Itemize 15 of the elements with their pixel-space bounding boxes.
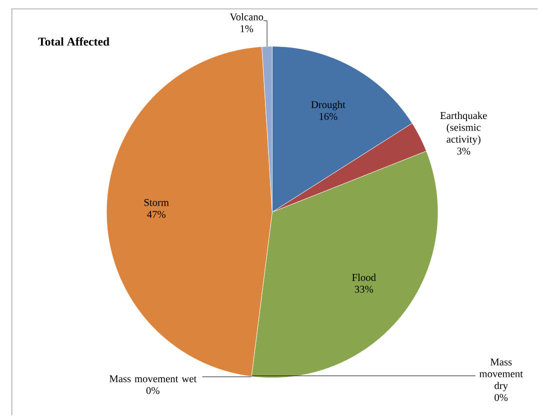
text: Total Affected bbox=[38, 37, 110, 46]
slice-label: Storm bbox=[144, 199, 169, 206]
data-label: 16% bbox=[320, 113, 338, 120]
text: 0% bbox=[146, 387, 160, 394]
text: 0% bbox=[494, 394, 508, 402]
slice-label: Volcano bbox=[230, 13, 264, 21]
data-label: 3% bbox=[457, 148, 470, 155]
category-label: Mass movement dry bbox=[479, 358, 523, 392]
data-label: 33% bbox=[354, 286, 374, 293]
legend-label: Mass movement wet bbox=[109, 375, 197, 382]
slice-label: Drought bbox=[311, 100, 346, 110]
slice-label: Earthquake (seismic activity) bbox=[440, 112, 487, 145]
data-label: 47% bbox=[147, 210, 166, 218]
slice-label: Flood bbox=[352, 274, 376, 282]
data-label: 1% bbox=[240, 25, 254, 32]
